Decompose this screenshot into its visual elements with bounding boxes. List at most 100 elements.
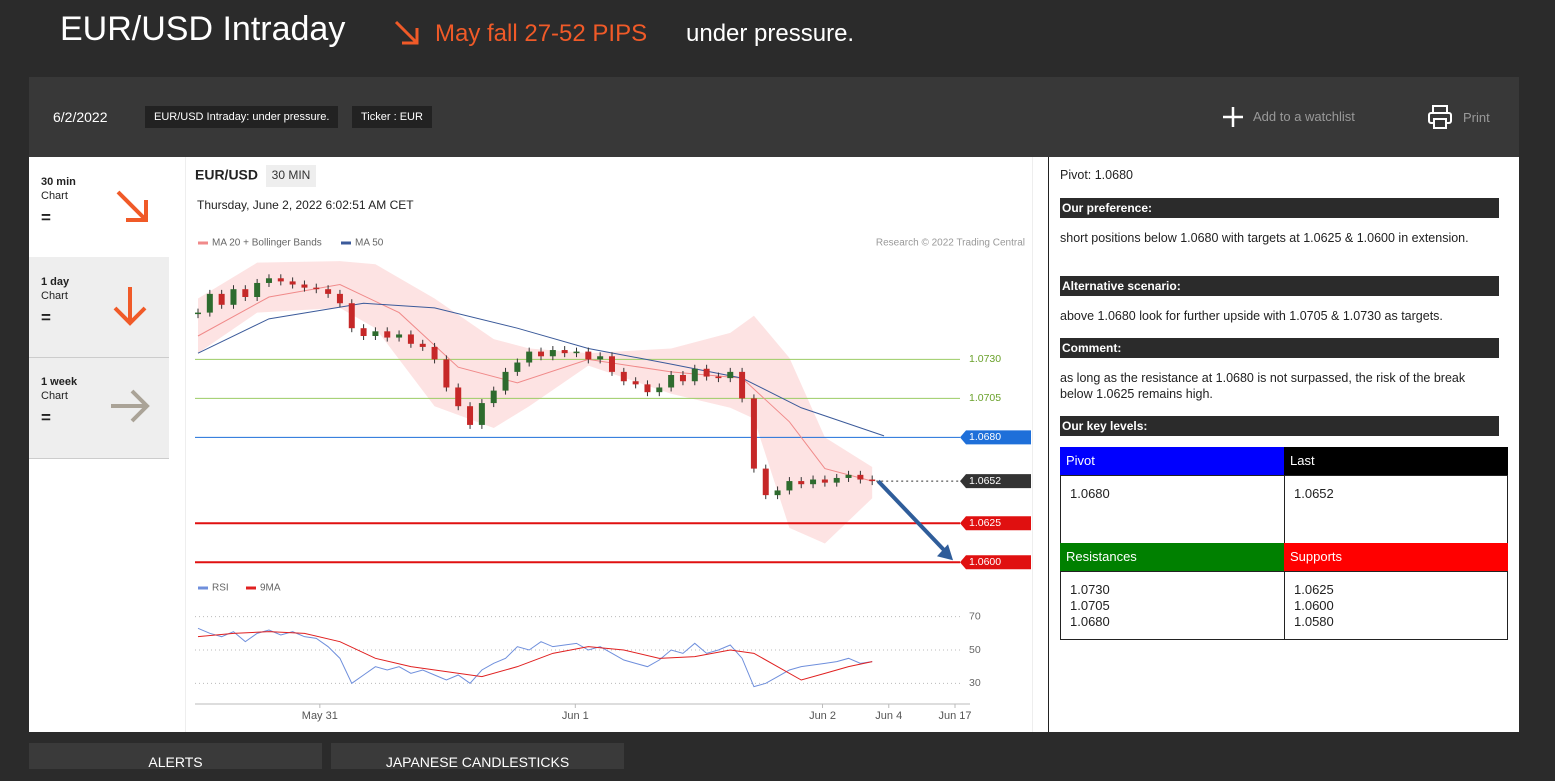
level-value: 1.0600 [1294, 598, 1334, 613]
candle [608, 356, 615, 372]
candle [289, 281, 296, 285]
level-label: 1.0705 [969, 392, 1001, 404]
level-label: 1.0680 [969, 431, 1001, 443]
candle [514, 362, 521, 372]
period-label: Chart [41, 390, 68, 402]
y-tick-label: 50 [969, 644, 981, 656]
call: May fall 27-52 PIPS [435, 20, 648, 47]
candle [549, 350, 556, 357]
tab[interactable]: JAPANESE CANDLESTICKS [331, 743, 624, 770]
candle [313, 287, 320, 290]
level-value: 1.0680 [1070, 614, 1110, 629]
comment: as long as the resistance at 1.0680 is n… [1060, 371, 1466, 401]
print-link[interactable]: Print [1463, 110, 1490, 125]
trend-icon [111, 389, 150, 423]
candle [798, 481, 805, 485]
level-value: 1.0580 [1294, 614, 1334, 629]
preference: short positions below 1.0680 with target… [1060, 231, 1469, 245]
table-header: Last [1284, 447, 1508, 475]
candle [384, 331, 391, 338]
candle [739, 371, 746, 399]
candle [348, 303, 355, 329]
section-title: Alternative scenario: [1060, 276, 1499, 296]
candle [431, 346, 438, 360]
level-label: 1.0730 [969, 353, 1001, 365]
level-tag [960, 430, 1031, 445]
candle [620, 371, 627, 382]
candle [218, 293, 225, 305]
candle [502, 371, 509, 391]
tag[interactable]: EUR/USD Intraday: under pressure. [145, 106, 339, 128]
candle [750, 398, 757, 469]
candle [254, 282, 261, 297]
candle [419, 343, 426, 347]
divider [1048, 157, 1049, 732]
table-cell: 1.0680 [1060, 475, 1285, 544]
candle [561, 350, 568, 354]
candle [526, 351, 533, 363]
candle [644, 384, 651, 393]
level-tag [960, 474, 1031, 489]
table-header: Supports [1284, 543, 1508, 571]
level-label: 1.0625 [969, 517, 1001, 529]
candle [265, 278, 272, 283]
candle [821, 479, 828, 483]
x-tick-label: Jun 4 [875, 710, 902, 722]
candle [845, 474, 852, 478]
tab[interactable]: ALERTS [29, 743, 322, 770]
bollinger-band [198, 261, 873, 544]
candle [242, 289, 249, 297]
section-title: Comment: [1060, 338, 1499, 358]
period-label: Chart [41, 290, 68, 302]
candle [407, 334, 414, 344]
x-tick-label: Jun 1 [562, 710, 589, 722]
level-label: 1.0600 [969, 556, 1001, 568]
candle [467, 406, 474, 425]
candle [691, 368, 698, 382]
y-tick-label: 70 [969, 610, 981, 622]
legend-label: RSI [212, 583, 229, 594]
alternative: above 1.0680 look for further upside wit… [1060, 309, 1443, 323]
candle [810, 479, 817, 485]
candle [230, 289, 237, 305]
candle [703, 368, 710, 377]
candle [195, 312, 201, 315]
ma50-line [197, 302, 885, 437]
candle [668, 375, 675, 388]
candle [727, 371, 734, 379]
candle [679, 375, 686, 382]
legend-label: MA 50 [355, 238, 384, 249]
candle [396, 334, 403, 338]
tag[interactable]: Ticker : EUR [352, 106, 432, 128]
level-tag [960, 516, 1031, 531]
candle [656, 387, 663, 393]
period-label: Chart [41, 190, 68, 202]
print-icon[interactable] [1427, 104, 1453, 130]
candle [206, 293, 213, 313]
trend-icon [113, 287, 147, 326]
period-card[interactable] [29, 257, 169, 358]
date: 6/2/2022 [53, 109, 108, 125]
period: 1 week [41, 376, 78, 388]
watchlist-link[interactable]: Add to a watchlist [1253, 109, 1355, 124]
trend-icon [116, 190, 148, 222]
timeframe-box [266, 165, 316, 187]
chart-subtitle: Thursday, June 2, 2022 6:02:51 AM CET [197, 198, 414, 212]
legend-label: 9MA [260, 583, 281, 594]
arrow-head [937, 544, 953, 561]
candle [443, 359, 450, 388]
candle [597, 356, 604, 360]
candle [585, 351, 592, 360]
trend-icon [394, 20, 419, 45]
period: 1 day [41, 276, 70, 288]
page-title: EUR/USD Intraday [60, 10, 346, 48]
candle [455, 387, 462, 407]
add-icon[interactable] [1222, 106, 1244, 128]
legend-label: MA 20 + Bollinger Bands [212, 238, 322, 249]
candle [786, 481, 793, 491]
candle [869, 479, 876, 482]
status: = [41, 408, 51, 427]
timeframe: 30 MIN [272, 168, 311, 182]
level-tag [960, 555, 1031, 570]
